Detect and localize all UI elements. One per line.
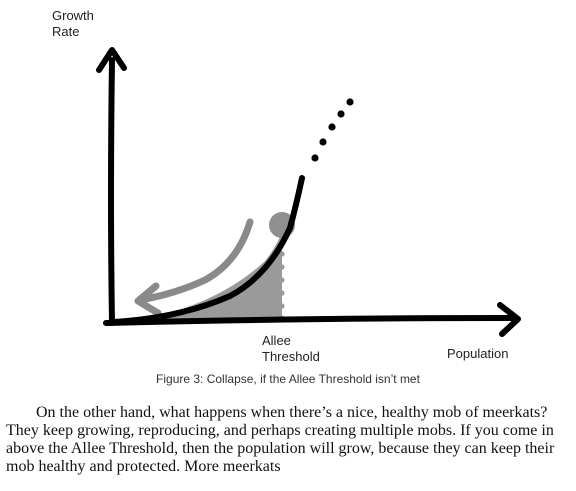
allee-figure: Growth Rate Allee Threshold Population xyxy=(52,8,521,364)
allee-threshold-label: Allee Threshold xyxy=(262,333,320,364)
y-axis-line xyxy=(108,57,115,326)
collapse-arrow-shaft xyxy=(136,218,254,304)
curve-continuation-dots xyxy=(311,98,354,162)
figure-canvas xyxy=(96,47,521,337)
x-axis-arrowhead xyxy=(497,302,521,337)
area-below-threshold xyxy=(112,232,282,323)
body-paragraph: On the other hand, what happens when the… xyxy=(6,404,555,475)
x-axis-label: Population xyxy=(447,346,509,361)
y-axis-arrowhead xyxy=(96,47,127,73)
x-axis-line xyxy=(103,315,517,326)
figure-caption: Figure 3: Collapse, if the Allee Thresho… xyxy=(156,372,420,386)
growth-curve xyxy=(111,175,305,325)
collapse-arrow-head xyxy=(134,282,162,317)
y-axis-label: Growth Rate xyxy=(52,8,94,39)
